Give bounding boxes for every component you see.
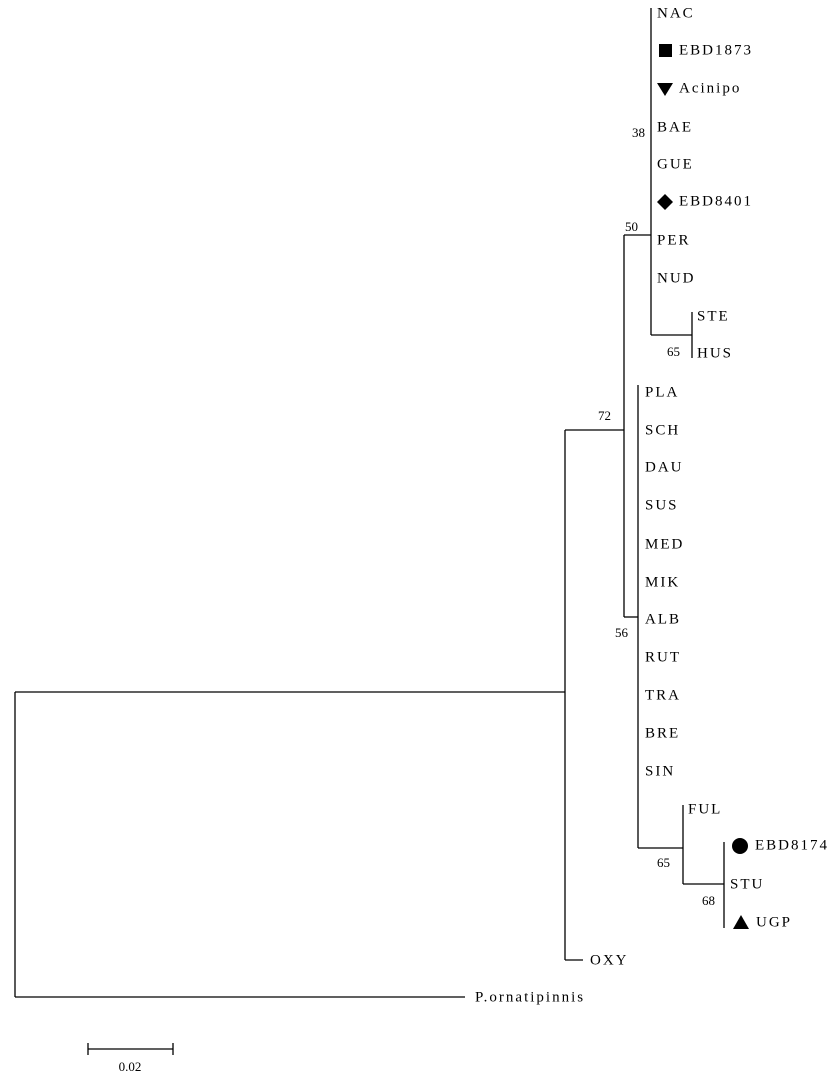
leaf-label: P.ornatipinnis xyxy=(475,989,585,1005)
bootstrap-value: 68 xyxy=(702,893,715,908)
leaf-label: SUS xyxy=(645,497,679,513)
leaf-label: RUT xyxy=(645,649,681,665)
leaf-label: NAC xyxy=(657,5,695,21)
leaf-label: MED xyxy=(645,536,684,552)
leaf-label: PLA xyxy=(645,384,679,400)
bootstrap-value: 38 xyxy=(632,125,645,140)
leaf-label: HUS xyxy=(697,345,733,361)
bootstrap-value: 50 xyxy=(625,219,638,234)
leaf-label: OXY xyxy=(590,952,629,968)
leaf-label: MIK xyxy=(645,574,680,590)
leaf-label: TRA xyxy=(645,687,681,703)
leaf-label: ALB xyxy=(645,611,681,627)
leaf-label: Acinipo xyxy=(679,80,741,96)
leaf-label: EBD8174 xyxy=(755,837,829,853)
leaf-label: PER xyxy=(657,232,691,248)
bootstrap-value: 65 xyxy=(667,344,680,359)
leaf-label: STU xyxy=(730,876,764,892)
leaf-label: EBD8401 xyxy=(679,193,753,209)
scale-bar: 0.02 xyxy=(87,1043,174,1074)
diamond-marker xyxy=(657,194,673,210)
scale-label: 0.02 xyxy=(119,1059,142,1074)
leaf-label: SCH xyxy=(645,422,680,438)
bootstrap-value: 72 xyxy=(598,408,611,423)
circle-marker xyxy=(732,838,748,854)
markers xyxy=(657,44,749,929)
leaf-label: GUE xyxy=(657,156,694,172)
leaf-label: EBD1873 xyxy=(679,42,753,58)
leaf-label: FUL xyxy=(688,801,722,817)
up-triangle-marker xyxy=(733,915,749,929)
leaf-label: DAU xyxy=(645,459,684,475)
leaf-label: UGP xyxy=(756,914,792,930)
bootstrap-value: 56 xyxy=(615,625,629,640)
leaf-label: BAE xyxy=(657,119,693,135)
leaf-label: SIN xyxy=(645,763,675,779)
leaf-label: NUD xyxy=(657,270,696,286)
leaf-label: BRE xyxy=(645,725,680,741)
leaf-label: STE xyxy=(697,308,730,324)
square-marker xyxy=(659,44,672,57)
down-triangle-marker xyxy=(657,83,673,96)
bootstrap-value: 65 xyxy=(657,855,670,870)
branches xyxy=(14,8,725,998)
